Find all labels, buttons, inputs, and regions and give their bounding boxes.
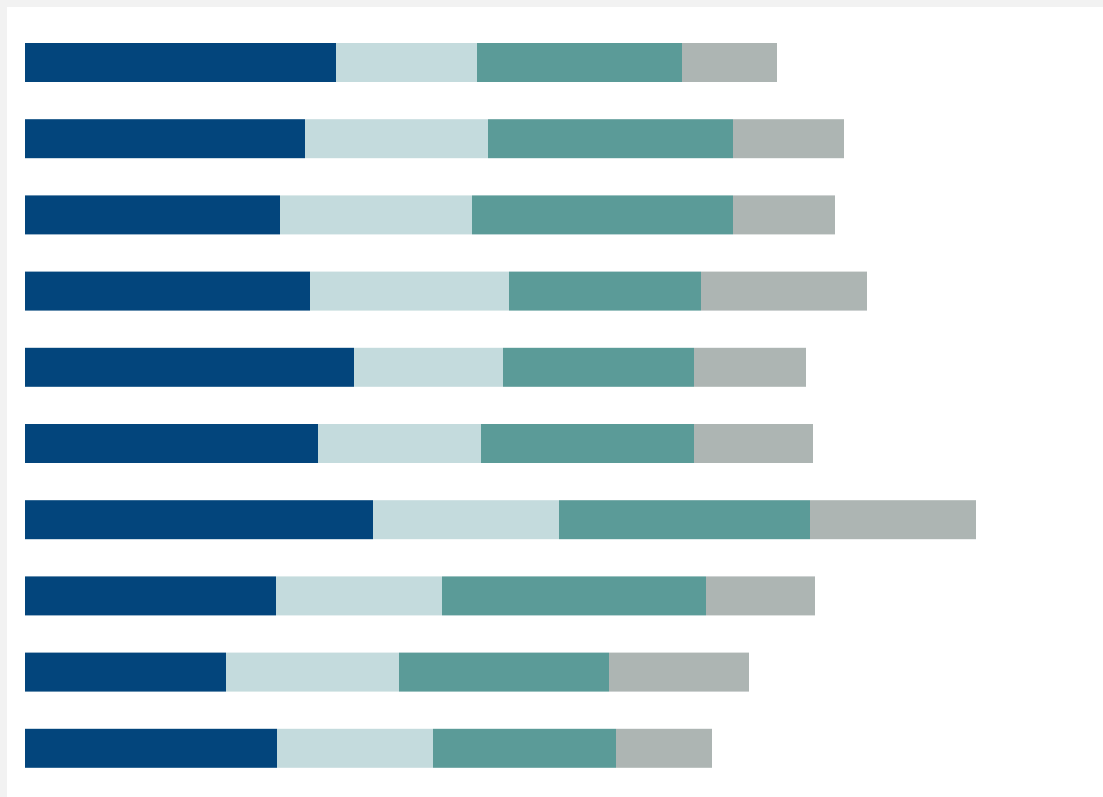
chart-panel — [7, 7, 1103, 797]
bar-segment-row3-series4 — [733, 195, 835, 235]
bar-segment-row8-series4 — [706, 576, 815, 616]
bar-segment-row8-series1 — [25, 576, 276, 616]
stacked-bar-chart — [25, 43, 976, 768]
bar-row-6 — [25, 424, 813, 463]
bar-segment-row4-series1 — [25, 271, 310, 311]
bar-segment-row10-series4 — [616, 728, 712, 768]
bar-row-7 — [25, 500, 976, 540]
bar-segment-row10-series2 — [277, 728, 433, 768]
bar-segment-row6-series4 — [694, 424, 813, 463]
bar-row-2 — [25, 119, 844, 159]
bar-segment-row7-series1 — [25, 500, 373, 540]
bar-segment-row7-series2 — [373, 500, 559, 540]
bar-segment-row3-series3 — [472, 195, 733, 235]
bar-segment-row8-series3 — [442, 576, 706, 616]
bar-segment-row5-series4 — [694, 347, 806, 387]
bar-segment-row10-series1 — [25, 728, 277, 768]
bar-segment-row2-series3 — [488, 119, 733, 159]
bar-row-1 — [25, 43, 777, 82]
bar-segment-row1-series2 — [336, 43, 477, 82]
bar-segment-row9-series4 — [609, 652, 749, 692]
bar-segment-row7-series3 — [559, 500, 810, 540]
bar-segment-row3-series2 — [280, 195, 472, 235]
bar-segment-row9-series2 — [226, 652, 399, 692]
bar-segment-row4-series3 — [509, 271, 701, 311]
bar-segment-row8-series2 — [276, 576, 442, 616]
bar-segment-row1-series1 — [25, 43, 336, 82]
bar-segment-row4-series2 — [310, 271, 509, 311]
bar-segment-row6-series1 — [25, 424, 318, 463]
bar-segment-row9-series1 — [25, 652, 226, 692]
bar-segment-row2-series2 — [305, 119, 488, 159]
bar-row-8 — [25, 576, 815, 616]
bar-segment-row2-series4 — [733, 119, 844, 159]
bar-segment-row5-series3 — [503, 347, 694, 387]
bar-segment-row5-series2 — [354, 347, 503, 387]
bar-row-10 — [25, 728, 712, 768]
bar-row-4 — [25, 271, 867, 311]
bar-row-3 — [25, 195, 835, 235]
bar-row-5 — [25, 347, 806, 387]
bar-segment-row1-series3 — [477, 43, 682, 82]
bar-segment-row10-series3 — [433, 728, 616, 768]
bar-segment-row6-series3 — [481, 424, 694, 463]
bar-segment-row9-series3 — [399, 652, 609, 692]
bar-segment-row7-series4 — [810, 500, 976, 540]
bar-segment-row1-series4 — [682, 43, 777, 82]
bar-segment-row4-series4 — [701, 271, 867, 311]
bar-segment-row3-series1 — [25, 195, 280, 235]
bar-row-9 — [25, 652, 749, 692]
bar-segment-row5-series1 — [25, 347, 354, 387]
bar-segment-row2-series1 — [25, 119, 305, 159]
bar-segment-row6-series2 — [318, 424, 481, 463]
